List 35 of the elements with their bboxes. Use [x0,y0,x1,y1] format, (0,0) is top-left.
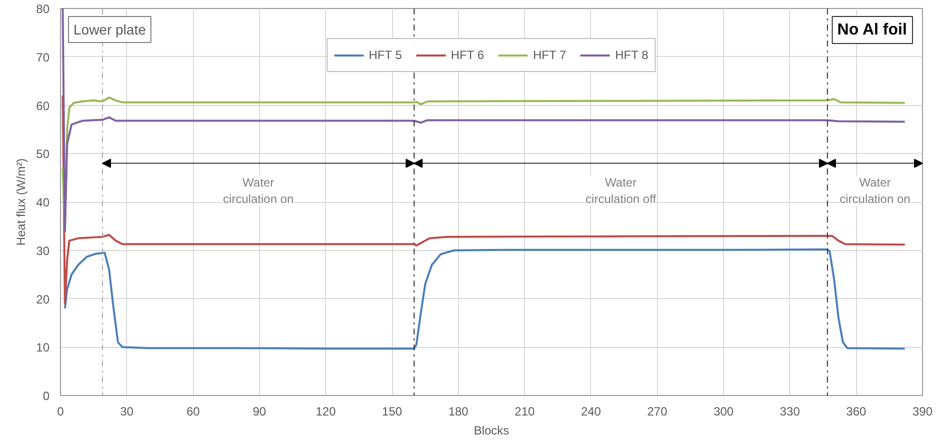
y-tick-label: 60 [36,98,50,113]
y-tick-label: 30 [36,244,50,258]
x-tick-label: 330 [780,404,800,418]
x-tick-label: 90 [252,404,266,418]
annotation: Water circulation on [840,175,910,206]
x-tick-label: 210 [514,404,535,418]
line-series [64,248,906,350]
x-tick-label: 150 [382,404,402,418]
y-tick-label: 70 [36,50,50,64]
y-tick-label: 10 [36,340,50,355]
y-tick-label: 20 [36,292,50,306]
annotation: Water circulation off [586,175,657,206]
legend-label: HFT 7 [533,48,566,62]
x-tick-label: 360 [846,404,867,418]
x-tick-label: 0 [57,404,64,418]
annotation: No Al foil [837,22,907,38]
y-tick-label: 80 [36,2,50,16]
x-tick-label: 240 [580,404,602,418]
x-tick-label: 270 [647,404,668,418]
x-tick-label: 300 [714,404,734,418]
y-axis-title: Heat flux (W/m²) [14,158,28,246]
y-tick-label: 40 [36,196,50,210]
annotation: Lower plate [74,22,146,38]
legend-label: HFT 8 [615,48,648,62]
legend-label: HFT 6 [450,48,484,62]
x-tick-label: 120 [316,404,336,418]
legend-label: HFT 5 [368,48,402,62]
y-tick-label: 50 [36,147,50,162]
x-tick-label: 30 [120,404,134,418]
annotation: Water circulation on [222,175,294,206]
x-axis-title: Blocks [474,424,510,438]
y-tick-label: 0 [42,389,50,403]
x-tick-label: 60 [186,404,200,418]
x-tick-label: 180 [448,404,469,418]
x-tick-label: 390 [912,404,933,418]
